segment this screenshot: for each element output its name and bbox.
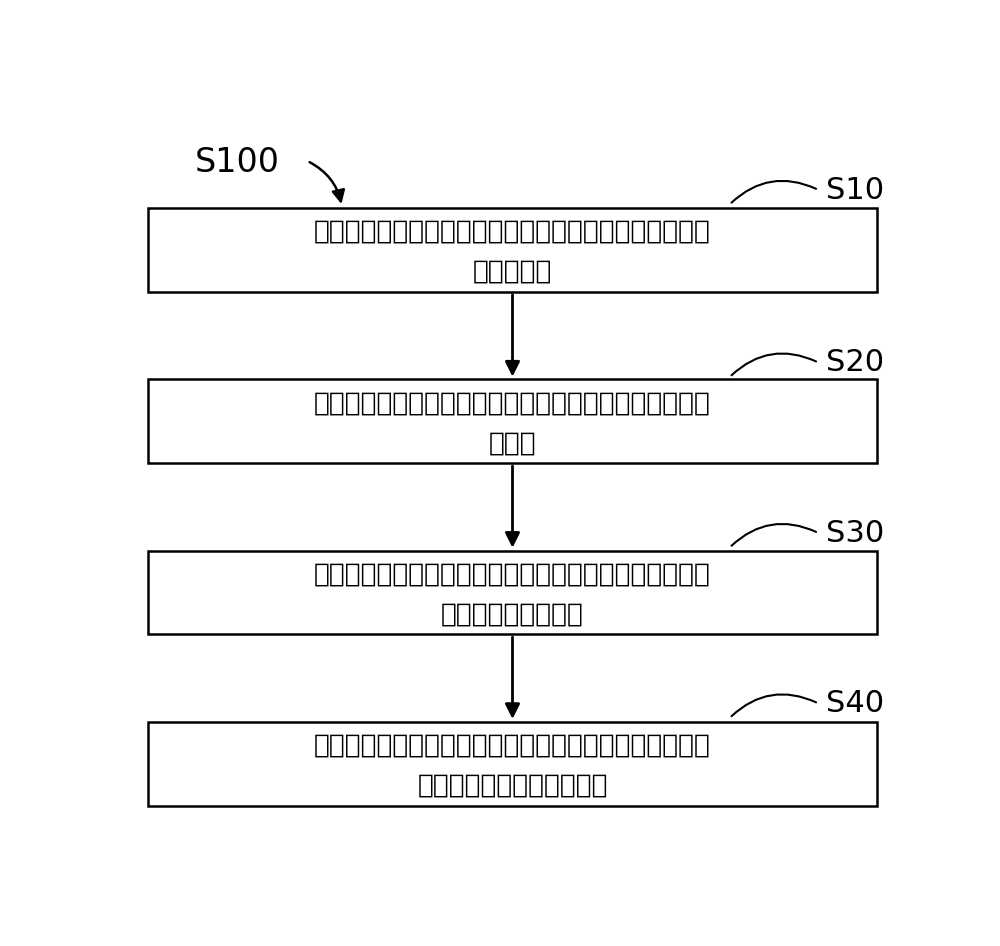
Text: 从圆弧点云集合中筛选出圆弧开口朝向清洁机器人的点云
，得到潜在点云集合: 从圆弧点云集合中筛选出圆弧开口朝向清洁机器人的点云 ，得到潜在点云集合 (314, 561, 711, 627)
Text: 获取由激光雷达扫描清洁机器人所在的当前环境得到的激
光点云数据: 获取由激光雷达扫描清洁机器人所在的当前环境得到的激 光点云数据 (314, 219, 711, 285)
Bar (148, 722, 877, 806)
Text: S40: S40 (826, 689, 885, 718)
Bar (148, 551, 877, 635)
Bar (148, 208, 877, 292)
Text: S10: S10 (826, 176, 885, 204)
Text: 从激光点云数据中拟合识别出呈圆弧的点云，得到圆弧点
云集合: 从激光点云数据中拟合识别出呈圆弧的点云，得到圆弧点 云集合 (314, 390, 711, 456)
Text: S100: S100 (195, 147, 280, 180)
Bar (148, 379, 877, 464)
Text: S30: S30 (826, 518, 885, 548)
Text: 根据潜在点云集合中各个点云的形态特征，确定基站对应
的目标点云，以识别出基站: 根据潜在点云集合中各个点云的形态特征，确定基站对应 的目标点云，以识别出基站 (314, 732, 711, 798)
Text: S20: S20 (826, 348, 885, 377)
